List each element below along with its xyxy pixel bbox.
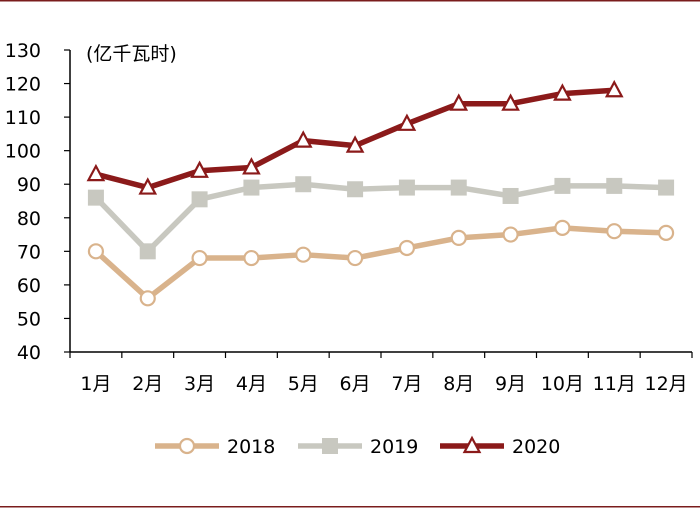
y-tick-label: 40 bbox=[17, 342, 41, 364]
data-point-2019 bbox=[139, 243, 156, 260]
x-tick-label: 7月 bbox=[391, 373, 422, 395]
x-tick-label: 9月 bbox=[495, 373, 526, 395]
legend-label: 2019 bbox=[370, 436, 418, 458]
y-axis-unit-label: (亿千瓦时) bbox=[86, 43, 177, 65]
y-axis: 40 50 60 70 80 90 100 110 120 130 bbox=[5, 40, 71, 364]
x-tick-label: 10月 bbox=[541, 373, 584, 395]
x-tick-label: 1月 bbox=[80, 373, 111, 395]
data-point-2019 bbox=[502, 187, 519, 204]
data-point-2020 bbox=[449, 93, 469, 111]
x-tick-label: 2月 bbox=[132, 373, 163, 395]
bottom-border bbox=[0, 506, 700, 508]
data-point-2018 bbox=[295, 246, 312, 263]
legend-item-2019: 2019 bbox=[298, 436, 418, 458]
x-tick-label: 12月 bbox=[644, 373, 687, 395]
data-point-2019 bbox=[398, 179, 415, 196]
x-tick-label: 8月 bbox=[443, 373, 474, 395]
data-point-2020 bbox=[501, 93, 520, 111]
legend-swatch-marker bbox=[322, 438, 338, 454]
legend-item-2018: 2018 bbox=[155, 436, 275, 458]
y-tick-label: 50 bbox=[17, 308, 41, 330]
data-point-2019 bbox=[347, 181, 364, 198]
x-tick-label: 3月 bbox=[184, 373, 215, 395]
top-border bbox=[0, 0, 700, 2]
data-point-2020 bbox=[345, 135, 365, 153]
legend-swatch-marker bbox=[178, 437, 196, 455]
legend-label: 2018 bbox=[227, 436, 275, 458]
y-tick-label: 100 bbox=[5, 141, 41, 163]
data-point-2018 bbox=[139, 290, 156, 307]
y-tick-label: 60 bbox=[17, 275, 41, 297]
data-point-2018 bbox=[191, 249, 208, 267]
data-point-2020 bbox=[138, 177, 158, 195]
legend: 2018 2019 2020 bbox=[155, 435, 560, 458]
data-point-2018 bbox=[346, 249, 364, 267]
legend-label: 2020 bbox=[512, 436, 560, 458]
data-point-2020 bbox=[397, 113, 417, 131]
series-layer bbox=[86, 79, 675, 307]
data-point-2018 bbox=[450, 229, 467, 247]
data-point-2019 bbox=[243, 179, 260, 196]
data-point-2019 bbox=[606, 177, 623, 194]
y-tick-label: 80 bbox=[17, 208, 41, 230]
legend-swatch-marker bbox=[462, 435, 482, 454]
data-point-2019 bbox=[554, 177, 571, 194]
data-point-2019 bbox=[191, 191, 208, 208]
data-point-2020 bbox=[190, 160, 209, 178]
series-2019 bbox=[87, 176, 675, 260]
data-point-2018 bbox=[243, 249, 260, 267]
x-axis: 1月 2月 3月 4月 5月 6月 7月 8月 9月 10月 11月 12月 bbox=[69, 351, 693, 395]
data-point-2018 bbox=[657, 224, 675, 241]
x-axis-ticks: 1月 2月 3月 4月 5月 6月 7月 8月 9月 10月 11月 12月 bbox=[69, 352, 693, 395]
y-tick-label: 70 bbox=[17, 241, 41, 263]
data-point-2020 bbox=[604, 79, 624, 98]
data-point-2020 bbox=[293, 130, 313, 148]
data-point-2018 bbox=[502, 226, 519, 243]
data-point-2019 bbox=[295, 176, 312, 193]
series-2020 bbox=[86, 79, 624, 195]
y-tick-label: 120 bbox=[5, 74, 41, 96]
x-tick-label: 11月 bbox=[593, 373, 636, 395]
data-point-2019 bbox=[450, 179, 467, 196]
data-point-2018 bbox=[554, 219, 571, 236]
x-tick-label: 5月 bbox=[288, 373, 319, 395]
data-point-2019 bbox=[658, 179, 675, 196]
data-point-2020 bbox=[86, 163, 106, 182]
y-axis-ticks: 40 50 60 70 80 90 100 110 120 130 bbox=[5, 40, 70, 364]
data-point-2020 bbox=[242, 157, 261, 175]
x-tick-label: 4月 bbox=[236, 373, 267, 395]
data-point-2018 bbox=[87, 243, 105, 260]
data-point-2020 bbox=[553, 83, 572, 101]
data-point-2018 bbox=[606, 223, 623, 240]
y-tick-label: 110 bbox=[5, 107, 41, 129]
x-tick-label: 6月 bbox=[340, 373, 371, 395]
series-line-2018 bbox=[94, 225, 667, 302]
data-point-2018 bbox=[398, 239, 416, 257]
y-tick-label: 90 bbox=[17, 174, 41, 196]
series-line-2019 bbox=[93, 181, 667, 255]
legend-item-2020: 2020 bbox=[440, 435, 560, 458]
data-point-2019 bbox=[87, 189, 104, 206]
y-tick-label: 130 bbox=[5, 40, 41, 62]
series-2018 bbox=[87, 219, 675, 307]
